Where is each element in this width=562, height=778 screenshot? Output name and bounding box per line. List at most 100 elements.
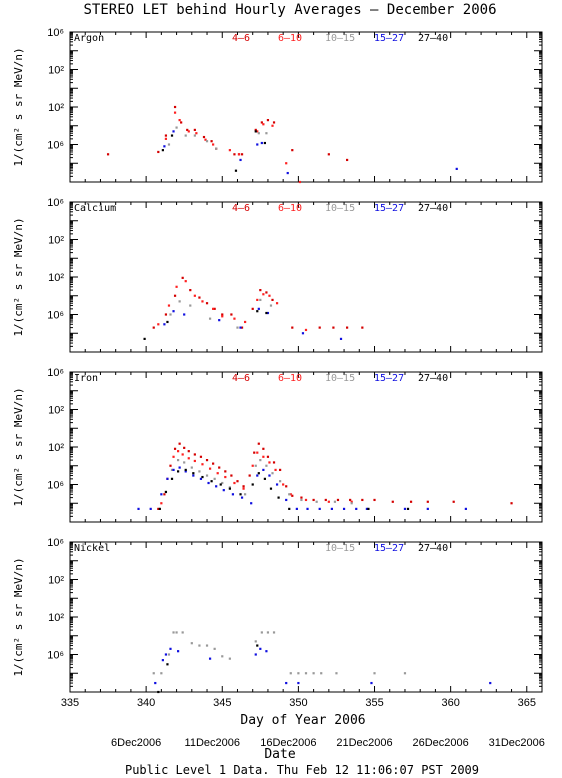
data-point (180, 121, 183, 124)
data-point (242, 485, 245, 488)
data-point (289, 672, 292, 675)
data-point (403, 672, 407, 675)
data-point (169, 464, 172, 467)
data-point (265, 464, 268, 467)
legend-entry: 15–27 (374, 543, 404, 554)
data-point (173, 111, 177, 114)
data-point (163, 493, 166, 496)
data-point (157, 150, 160, 154)
data-point (312, 672, 315, 675)
data-point (306, 507, 309, 510)
y-tick-label: 10⁶ (47, 197, 64, 209)
data-point (157, 507, 160, 510)
data-point (216, 472, 219, 475)
data-point (221, 315, 224, 318)
data-point (291, 326, 294, 329)
data-point (259, 647, 262, 650)
data-point (143, 337, 146, 340)
data-point (212, 462, 215, 465)
legend-entry: 15–27 (374, 203, 404, 214)
data-point (259, 289, 262, 292)
y-tick-label: 10² (48, 575, 64, 587)
data-point (361, 498, 364, 502)
legend-entry: 27–40 (418, 203, 448, 214)
data-point (257, 307, 260, 310)
legend-entry: 4–6 (232, 33, 250, 44)
data-point (152, 326, 155, 329)
data-point (228, 486, 231, 489)
data-point (213, 307, 216, 310)
data-point (160, 493, 163, 496)
data-point (164, 134, 168, 137)
y-tick-label: 10² (48, 65, 64, 77)
data-point (106, 153, 110, 156)
data-point (201, 463, 204, 466)
data-point (275, 483, 279, 486)
data-point (256, 644, 259, 647)
data-point (218, 466, 221, 469)
y-tick-label: 10² (48, 442, 64, 454)
x-tick-label: 355 (365, 697, 383, 709)
data-point (275, 302, 279, 305)
data-point (257, 472, 260, 475)
panel-name: Nickel (74, 543, 110, 554)
y-axis-label: 1/(cm² s sr MeV/n) (12, 47, 25, 166)
data-point (163, 323, 166, 326)
data-point (212, 307, 215, 310)
x-tick-label: 340 (137, 697, 155, 709)
data-point (288, 493, 291, 496)
data-point (257, 442, 260, 445)
data-point (254, 653, 257, 656)
data-point (172, 468, 175, 472)
data-point (256, 474, 259, 477)
data-point (256, 298, 259, 302)
data-point (190, 642, 193, 645)
data-point (163, 145, 166, 148)
data-point (256, 310, 259, 313)
data-point (271, 298, 274, 302)
data-point (228, 149, 231, 152)
data-point (178, 300, 181, 303)
y-tick-label: 10⁶ (47, 537, 64, 549)
footer: Public Level 1 Data. Thu Feb 12 11:06:07… (125, 763, 479, 777)
data-point (286, 171, 289, 175)
data-point (161, 659, 164, 662)
data-point (167, 653, 171, 656)
data-point (199, 455, 203, 458)
y-axis-label: 1/(cm² s sr MeV/n) (12, 387, 25, 506)
data-point (183, 313, 186, 316)
data-point (234, 169, 238, 172)
data-point (266, 311, 270, 315)
data-point (269, 304, 273, 307)
data-point (167, 143, 171, 146)
data-point (510, 502, 513, 505)
data-point (285, 485, 288, 488)
data-point (373, 672, 376, 675)
data-point (254, 640, 257, 643)
data-point (259, 298, 262, 302)
data-point (175, 285, 178, 288)
data-point (268, 461, 271, 464)
data-point (254, 128, 257, 132)
data-point (215, 147, 218, 150)
data-point (215, 485, 218, 488)
x-tick-label: 365 (518, 697, 536, 709)
data-point (161, 149, 164, 152)
data-point (193, 453, 196, 456)
data-point (187, 130, 190, 133)
data-point (164, 653, 168, 656)
data-point (262, 447, 265, 450)
data-point (178, 466, 181, 469)
x-tick-label: 350 (289, 697, 307, 709)
data-point (166, 663, 169, 666)
legend-entry: 27–40 (418, 33, 448, 44)
data-point (172, 130, 175, 133)
data-point (157, 323, 160, 326)
data-point (298, 180, 302, 184)
data-point (259, 459, 262, 462)
data-point (213, 477, 216, 480)
y-tick-label: 10⁶ (47, 480, 64, 492)
data-point (186, 128, 189, 132)
data-point (253, 451, 256, 454)
data-point (201, 300, 204, 303)
